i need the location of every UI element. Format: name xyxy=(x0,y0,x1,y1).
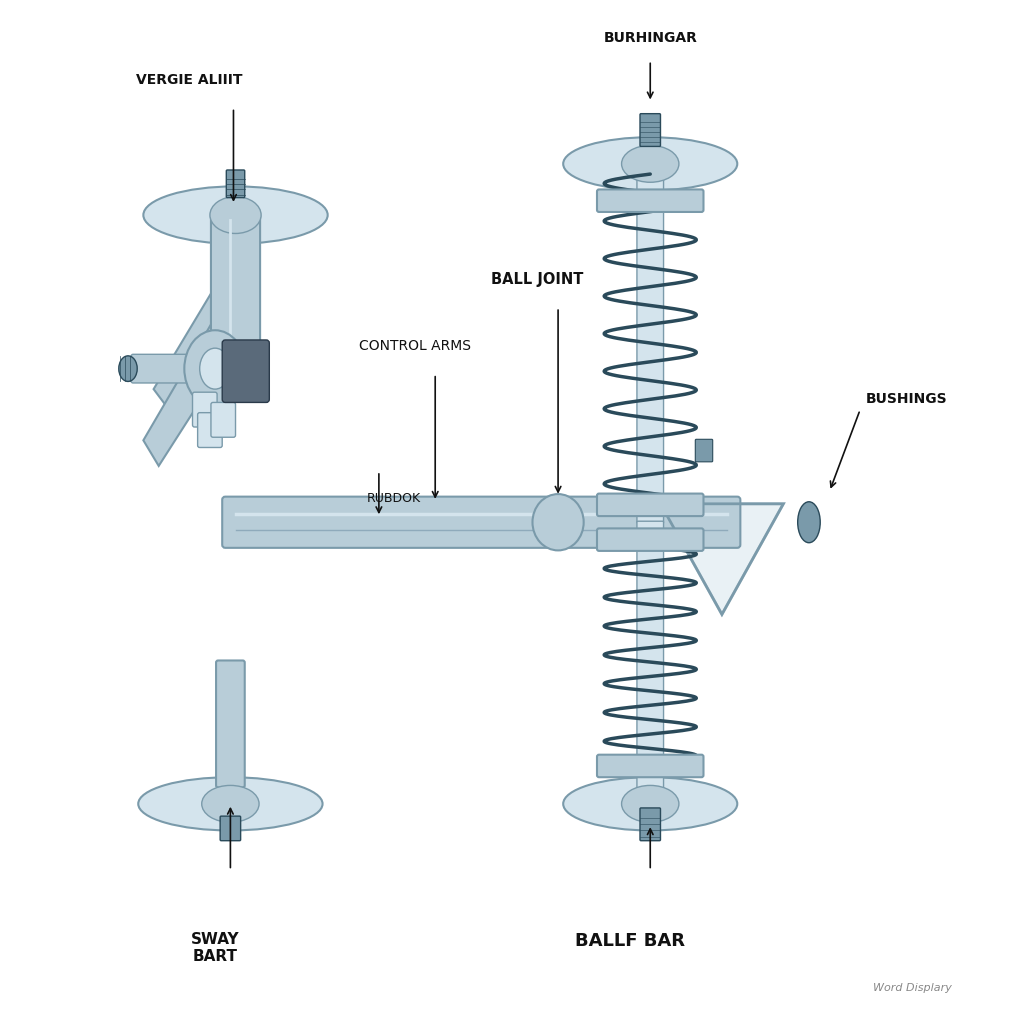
Text: VERGIE ALIIIT: VERGIE ALIIIT xyxy=(136,73,243,87)
Text: SWAY
BART: SWAY BART xyxy=(190,932,240,965)
Ellipse shape xyxy=(119,356,137,382)
FancyBboxPatch shape xyxy=(597,189,703,212)
FancyBboxPatch shape xyxy=(216,660,245,787)
Ellipse shape xyxy=(200,348,230,389)
FancyBboxPatch shape xyxy=(211,213,260,350)
Text: RUBDOK: RUBDOK xyxy=(368,492,421,505)
Text: BALL JOINT: BALL JOINT xyxy=(492,271,584,287)
Ellipse shape xyxy=(143,186,328,244)
FancyBboxPatch shape xyxy=(222,340,269,402)
FancyBboxPatch shape xyxy=(211,402,236,437)
Ellipse shape xyxy=(622,145,679,182)
Polygon shape xyxy=(154,287,241,410)
Text: Word Displary: Word Displary xyxy=(873,983,952,993)
Ellipse shape xyxy=(563,777,737,830)
FancyBboxPatch shape xyxy=(198,413,222,447)
Ellipse shape xyxy=(138,777,323,830)
FancyBboxPatch shape xyxy=(597,755,703,777)
Ellipse shape xyxy=(622,785,679,822)
FancyBboxPatch shape xyxy=(637,521,664,790)
Ellipse shape xyxy=(798,502,820,543)
FancyBboxPatch shape xyxy=(131,354,202,383)
FancyBboxPatch shape xyxy=(695,439,713,462)
Ellipse shape xyxy=(532,495,584,551)
FancyBboxPatch shape xyxy=(193,392,217,427)
Text: CONTROL ARMS: CONTROL ARMS xyxy=(358,339,471,353)
FancyBboxPatch shape xyxy=(220,816,241,841)
FancyBboxPatch shape xyxy=(222,497,740,548)
Ellipse shape xyxy=(184,330,246,407)
FancyBboxPatch shape xyxy=(597,528,703,551)
Ellipse shape xyxy=(210,197,261,233)
Text: BALLF BAR: BALLF BAR xyxy=(574,932,685,950)
Polygon shape xyxy=(143,317,241,466)
FancyBboxPatch shape xyxy=(637,163,664,523)
FancyBboxPatch shape xyxy=(640,114,660,146)
FancyBboxPatch shape xyxy=(597,494,703,516)
Text: BUSHINGS: BUSHINGS xyxy=(865,392,947,407)
Ellipse shape xyxy=(202,785,259,822)
FancyBboxPatch shape xyxy=(226,170,245,198)
FancyBboxPatch shape xyxy=(640,808,660,841)
Polygon shape xyxy=(660,504,783,614)
Ellipse shape xyxy=(563,137,737,190)
Text: BURHINGAR: BURHINGAR xyxy=(603,31,697,45)
